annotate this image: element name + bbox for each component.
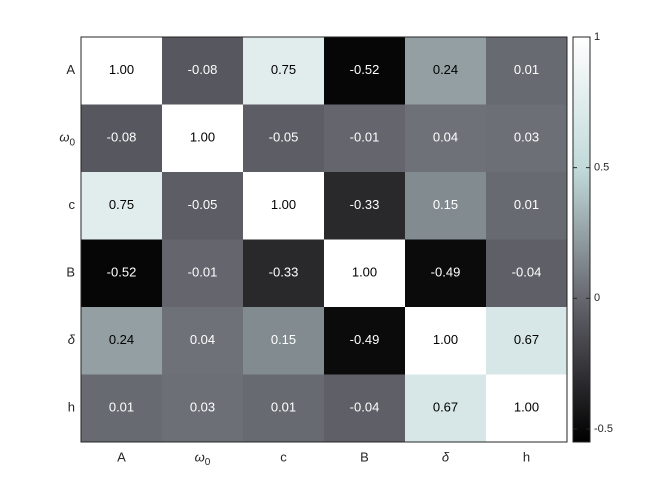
heatmap-cell: [324, 239, 406, 308]
cell-value-label: 1.00: [109, 62, 134, 77]
heatmap-cell: [81, 37, 163, 105]
cell-value-label: -0.01: [350, 130, 380, 145]
heatmap-cell: [405, 104, 487, 173]
cell-value-label: -0.04: [512, 265, 542, 280]
heatmap-cell: [405, 239, 487, 308]
heatmap-cell: [162, 374, 244, 443]
cell-value-label: -0.52: [107, 265, 137, 280]
heatmap-cell: [81, 307, 163, 375]
heatmap-cell: [243, 37, 325, 105]
heatmap-cell: [81, 172, 163, 240]
heatmap-cell: [486, 104, 568, 173]
colorbar-tick-label: 0: [594, 292, 600, 304]
heatmap-cell: [486, 172, 568, 240]
y-tick-label: c: [69, 197, 76, 212]
heatmap-cell: [324, 307, 406, 375]
x-tick-label: ω0: [195, 449, 211, 467]
cell-value-label: 0.15: [433, 197, 458, 212]
cell-value-label: 0.01: [514, 197, 539, 212]
heatmap-cell: [162, 172, 244, 240]
cell-value-label: 0.75: [109, 197, 134, 212]
heatmap-cell: [162, 239, 244, 308]
cell-value-label: 1.00: [271, 197, 296, 212]
heatmap-cell: [81, 374, 163, 443]
cell-value-label: 1.00: [433, 332, 458, 347]
heatmap-cells: [81, 37, 568, 443]
cell-value-label: 0.75: [271, 62, 296, 77]
heatmap-cell: [405, 37, 487, 105]
colorbar-tick-label: 0.5: [594, 162, 609, 174]
cell-value-label: 0.01: [514, 62, 539, 77]
cell-value-label: -0.33: [350, 197, 380, 212]
colorbar-gradient: [572, 36, 591, 443]
heatmap-cell: [243, 374, 325, 443]
heatmap-cell: [81, 239, 163, 308]
heatmap-value-labels: 1.00 -0.08 0.75 -0.52 0.24 0.01 -0.08 1.00 -0.05…: [107, 62, 542, 415]
x-tick-label: h: [523, 449, 530, 464]
heatmap-cell: [243, 239, 325, 308]
heatmap-cell: [486, 374, 568, 443]
cell-value-label: -0.52: [350, 62, 380, 77]
heatmap-cell: [81, 104, 163, 173]
x-tick-label: c: [280, 449, 287, 464]
cell-value-label: 1.00: [514, 400, 539, 415]
cell-value-label: 1.00: [190, 130, 215, 145]
x-tick-label: B: [360, 449, 369, 464]
cell-value-label: 0.24: [433, 62, 458, 77]
colorbar-tick-label: -0.5: [594, 423, 613, 435]
y-tick-label: B: [66, 265, 75, 280]
x-tick-label: A: [117, 449, 126, 464]
heatmap-cell: [324, 172, 406, 240]
cell-value-label: 0.67: [514, 332, 539, 347]
y-axis-tick-labels: Aω0 c Bδ h: [59, 62, 75, 415]
x-tick-label: δ: [442, 449, 450, 464]
heatmap-cell: [162, 104, 244, 173]
heatmap-cell: [324, 104, 406, 173]
y-tick-label: δ: [68, 332, 76, 347]
cell-value-label: 1.00: [352, 265, 377, 280]
heatmap-cell: [405, 307, 487, 375]
y-tick-label: A: [66, 62, 75, 77]
cell-value-label: -0.04: [350, 400, 380, 415]
cell-value-label: 0.24: [109, 332, 134, 347]
cell-value-label: 0.03: [514, 130, 539, 145]
heatmap-cell: [162, 37, 244, 105]
heatmap-cell: [243, 104, 325, 173]
colorbar-tick-label: 1: [594, 31, 600, 43]
heatmap-cell: [486, 239, 568, 308]
heatmap-cell: [486, 37, 568, 105]
cell-value-label: -0.08: [107, 130, 137, 145]
cell-value-label: -0.05: [269, 130, 299, 145]
heatmap-cell: [243, 172, 325, 240]
heatmap-cell: [324, 374, 406, 443]
cell-value-label: 0.67: [433, 400, 458, 415]
heatmap-cell: [405, 374, 487, 443]
cell-value-label: 0.01: [109, 400, 134, 415]
cell-value-label: -0.01: [188, 265, 218, 280]
heatmap-cell: [486, 307, 568, 375]
cell-value-label: -0.49: [431, 265, 461, 280]
cell-value-label: 0.04: [433, 130, 458, 145]
heatmap-cell: [243, 307, 325, 375]
cell-value-label: -0.33: [269, 265, 299, 280]
cell-value-label: -0.05: [188, 197, 218, 212]
cell-value-label: 0.15: [271, 332, 296, 347]
plot-frame: [80, 36, 568, 443]
heatmap-cell: [324, 37, 406, 105]
heatmap-cell: [405, 172, 487, 240]
y-tick-label: ω0: [59, 130, 75, 148]
y-tick-label: h: [68, 400, 75, 415]
cell-value-label: 0.03: [190, 400, 215, 415]
cell-value-label: 0.04: [190, 332, 215, 347]
heatmap-cell: [162, 307, 244, 375]
colorbar: -0.5 0 0.5 1: [572, 31, 613, 443]
cell-value-label: -0.08: [188, 62, 218, 77]
cell-value-label: 0.01: [271, 400, 296, 415]
cell-value-label: -0.49: [350, 332, 380, 347]
